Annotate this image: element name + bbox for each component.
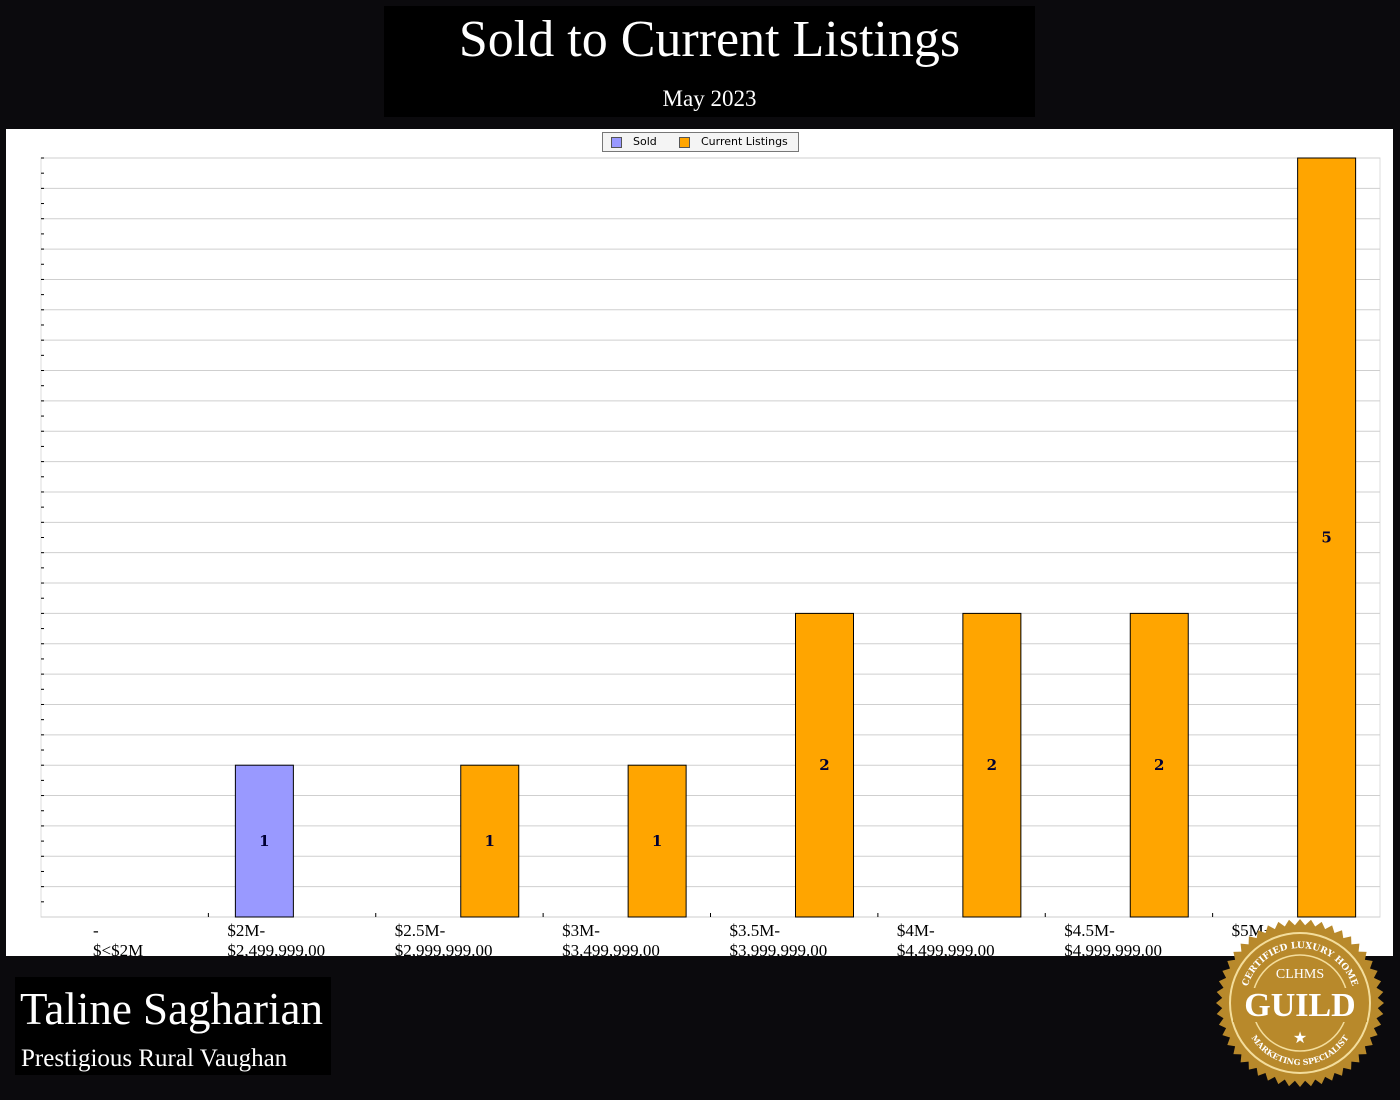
x-tick-label: $2,499,999.00	[227, 941, 325, 956]
bar-current-listings	[795, 612, 854, 918]
x-tick-label: $2,999,999.00	[395, 941, 493, 956]
agent-box: Taline Sagharian Prestigious Rural Vaugh…	[15, 977, 331, 1075]
data-label: 2	[987, 756, 997, 774]
svg-text:CLHMS: CLHMS	[1276, 967, 1324, 982]
data-label: 2	[819, 756, 829, 774]
bar-current-listings	[460, 764, 520, 918]
legend-swatch-current	[679, 137, 690, 148]
x-tick-label: $4M-	[897, 921, 935, 940]
x-tick-label: $2M-	[227, 921, 265, 940]
chart-subtitle: May 2023	[662, 86, 757, 111]
legend-swatch-sold	[611, 137, 622, 148]
x-tick-label: $4,499,999.00	[897, 941, 995, 956]
x-tick-label: $2.5M-	[395, 921, 446, 940]
data-label: 2	[1154, 756, 1164, 774]
svg-text:GUILD: GUILD	[1244, 987, 1355, 1024]
x-tick-label: $<$2M	[93, 941, 143, 956]
bar-chart: -$<$2M $2M-$2,499,999.00 $2.5M-$2,999,999.…	[40, 157, 1381, 956]
chart-title: Sold to Current Listings	[458, 11, 961, 68]
data-label: 5	[1321, 529, 1331, 547]
agent-office: Prestigious Rural Vaughan	[21, 1045, 288, 1072]
bar-current-listings	[1129, 612, 1189, 918]
clhms-guild-seal-logo: CLHMS GUILD ★ CERTIFIED LUXURY HOME MARK…	[1216, 919, 1384, 1087]
data-label: 1	[259, 832, 269, 850]
x-tick-label: $3M-	[562, 921, 600, 940]
title-box: Sold to Current Listings May 2023	[384, 6, 1035, 117]
x-tick-label: $4,999,999.00	[1064, 941, 1162, 956]
legend-label-current: Current Listings	[701, 135, 788, 148]
x-tick-label: $4.5M-	[1064, 921, 1115, 940]
chart-panel: Sold Current Listings - $<$2M $2M- $2,499,9…	[6, 129, 1393, 956]
svg-text:★: ★	[1293, 1028, 1307, 1047]
bar-sold	[234, 764, 294, 918]
bar-current-listings	[627, 764, 687, 918]
x-tick-label: -	[93, 921, 99, 940]
bar-current-listings	[1297, 157, 1357, 918]
bar-current-listings	[962, 612, 1022, 918]
agent-name: Taline Sagharian	[20, 984, 323, 1034]
legend: Sold Current Listings	[602, 132, 799, 152]
x-tick-label: $3.5M-	[730, 921, 781, 940]
data-label: 1	[485, 832, 495, 850]
data-label: 1	[652, 832, 662, 850]
legend-label-sold: Sold	[633, 135, 657, 148]
x-tick-label: $3,499,999.00	[562, 941, 660, 956]
x-tick-label: $3,999,999.00	[730, 941, 828, 956]
